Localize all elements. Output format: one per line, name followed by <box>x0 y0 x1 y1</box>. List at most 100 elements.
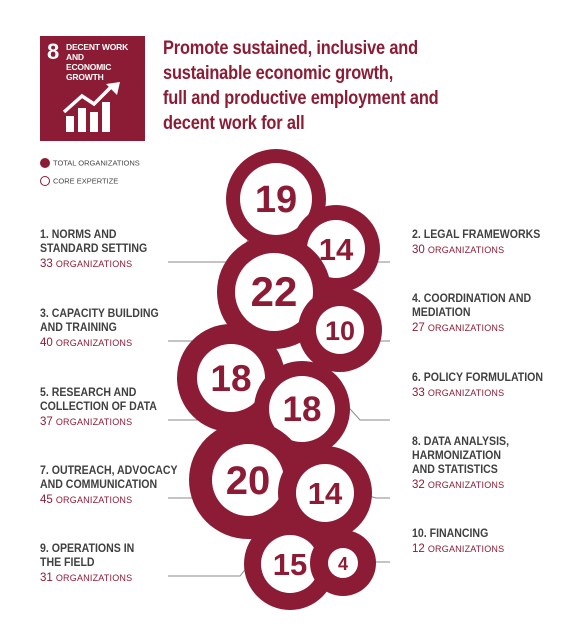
count-unit: ORGANIZATIONS <box>427 323 505 333</box>
category-6: 6. POLICY FORMULATION 33 ORGANIZATIONS <box>412 370 561 399</box>
goal-label: DECENT WORK AND ECONOMIC GROWTH <box>66 42 144 82</box>
filled-circle-icon <box>40 158 50 169</box>
category-count: 45 ORGANIZATIONS <box>40 494 196 506</box>
category-count: 40 ORGANIZATIONS <box>40 337 175 349</box>
bubble-10 <box>298 288 382 372</box>
category-name-line: THE FIELD <box>40 555 95 569</box>
category-name-line: 7. OUTREACH, ADVOCACY <box>40 463 178 477</box>
category-count: 37 ORGANIZATIONS <box>40 416 173 428</box>
goal-headline: Promote sustained, inclusive and sustain… <box>163 36 491 136</box>
category-10: 10. FINANCING 12 ORGANIZATIONS <box>412 526 504 555</box>
category-name-line: 5. RESEARCH AND <box>40 385 137 399</box>
category-name-line: HARMONIZATION <box>412 448 501 462</box>
category-name-line: AND COMMUNICATION <box>40 477 158 491</box>
category-2: 2. LEGAL FRAMEWORKS 30 ORGANIZATIONS <box>412 227 558 256</box>
category-name-line: 3. CAPACITY BUILDING <box>40 306 159 320</box>
bubble-15 <box>244 518 336 610</box>
count-unit: ORGANIZATIONS <box>427 544 505 554</box>
category-name-line: 1. NORMS AND <box>40 227 117 241</box>
core-count-9: 15 <box>273 547 307 582</box>
category-name-line: AND TRAINING <box>40 320 117 334</box>
count-value: 37 <box>40 416 53 428</box>
category-name-line: 2. LEGAL FRAMEWORKS <box>412 227 541 241</box>
count-value: 30 <box>412 244 425 256</box>
category-9: 9. OPERATIONS IN THE FIELD 31 ORGANIZATI… <box>40 541 147 584</box>
bubble-4 <box>310 530 376 596</box>
goal-label-line: DECENT WORK AND <box>66 42 129 62</box>
category-name: 10. FINANCING <box>412 526 493 540</box>
count-unit: ORGANIZATIONS <box>55 338 133 348</box>
category-name-line: 4. COORDINATION AND <box>412 291 532 305</box>
category-name: 3. CAPACITY BUILDING AND TRAINING <box>40 306 159 334</box>
category-count: 30 ORGANIZATIONS <box>412 244 558 256</box>
count-unit: ORGANIZATIONS <box>427 388 505 398</box>
category-name: 8. DATA ANALYSIS, HARMONIZATION AND STAT… <box>412 434 509 476</box>
category-name: 1. NORMS AND STANDARD SETTING <box>40 227 147 255</box>
count-unit: ORGANIZATIONS <box>55 495 133 505</box>
category-name-line: 6. POLICY FORMULATION <box>412 370 544 384</box>
legend-total-label: TOTAL ORGANIZATIONS <box>53 158 140 168</box>
category-8: 8. DATA ANALYSIS, HARMONIZATION AND STAT… <box>412 434 522 491</box>
category-name-line: STANDARD SETTING <box>40 241 148 255</box>
category-name: 5. RESEARCH AND COLLECTION OF DATA <box>40 385 157 413</box>
category-5: 5. RESEARCH AND COLLECTION OF DATA 37 OR… <box>40 385 173 428</box>
core-count-6: 18 <box>283 390 322 429</box>
category-name: 7. OUTREACH, ADVOCACY AND COMMUNICATION <box>40 463 177 491</box>
sdg-goal-badge: 8 DECENT WORK AND ECONOMIC GROWTH <box>40 36 145 141</box>
legend-core: CORE EXPERTIZE <box>40 176 119 187</box>
count-unit: ORGANIZATIONS <box>55 259 133 269</box>
category-name-line: 10. FINANCING <box>412 526 489 540</box>
count-value: 31 <box>40 572 53 584</box>
core-count-10: 4 <box>338 554 348 574</box>
category-1: 1. NORMS AND STANDARD SETTING 33 ORGANIZ… <box>40 227 162 270</box>
category-7: 7. OUTREACH, ADVOCACY AND COMMUNICATION … <box>40 463 196 506</box>
bubble-20 <box>189 421 307 539</box>
count-value: 45 <box>40 494 53 506</box>
category-count: 27 ORGANIZATIONS <box>412 322 547 334</box>
category-count: 32 ORGANIZATIONS <box>412 479 522 491</box>
count-unit: ORGANIZATIONS <box>55 417 133 427</box>
count-unit: ORGANIZATIONS <box>427 480 505 490</box>
category-name-line: 8. DATA ANALYSIS, <box>412 434 510 448</box>
headline-line: Promote sustained, inclusive and <box>163 37 418 59</box>
count-value: 33 <box>40 258 53 270</box>
hollow-circle-icon <box>40 176 50 187</box>
category-name-line: MEDIATION <box>412 305 471 319</box>
core-count-8: 14 <box>308 476 343 511</box>
category-count: 12 ORGANIZATIONS <box>412 543 504 555</box>
count-value: 12 <box>412 543 425 555</box>
core-count-1: 19 <box>255 179 297 221</box>
headline-line: full and productive employment and <box>163 87 439 109</box>
headline-line: decent work for all <box>163 112 305 134</box>
category-3: 3. CAPACITY BUILDING AND TRAINING 40 ORG… <box>40 306 175 349</box>
category-name: 4. COORDINATION AND MEDIATION <box>412 291 531 319</box>
core-count-7: 20 <box>226 459 271 503</box>
goal-number: 8 <box>47 39 60 64</box>
category-name: 6. POLICY FORMULATION <box>412 370 543 384</box>
category-count: 33 ORGANIZATIONS <box>412 387 561 399</box>
core-count-5: 18 <box>210 358 251 399</box>
count-unit: ORGANIZATIONS <box>427 245 505 255</box>
legend-core-label: CORE EXPERTIZE <box>53 176 119 186</box>
category-count: 33 ORGANIZATIONS <box>40 258 162 270</box>
category-name-line: AND STATISTICS <box>412 462 498 476</box>
count-value: 33 <box>412 387 425 399</box>
goal-label-line: ECONOMIC GROWTH <box>66 62 112 82</box>
headline-line: sustainable economic growth, <box>163 62 394 84</box>
bubble-14b <box>278 446 372 540</box>
count-value: 27 <box>412 322 425 334</box>
core-count-3: 22 <box>251 268 298 315</box>
category-name-line: COLLECTION OF DATA <box>40 399 157 413</box>
count-value: 32 <box>412 479 425 491</box>
growth-chart-icon <box>62 82 120 132</box>
legend-total: TOTAL ORGANIZATIONS <box>40 158 140 169</box>
core-count-4: 10 <box>325 316 355 346</box>
category-4: 4. COORDINATION AND MEDIATION 27 ORGANIZ… <box>412 291 547 334</box>
count-value: 40 <box>40 337 53 349</box>
category-name: 2. LEGAL FRAMEWORKS <box>412 227 540 241</box>
count-unit: ORGANIZATIONS <box>55 573 133 583</box>
category-name-line: 9. OPERATIONS IN <box>40 541 135 555</box>
category-count: 31 ORGANIZATIONS <box>40 572 147 584</box>
core-count-2: 14 <box>319 232 354 267</box>
